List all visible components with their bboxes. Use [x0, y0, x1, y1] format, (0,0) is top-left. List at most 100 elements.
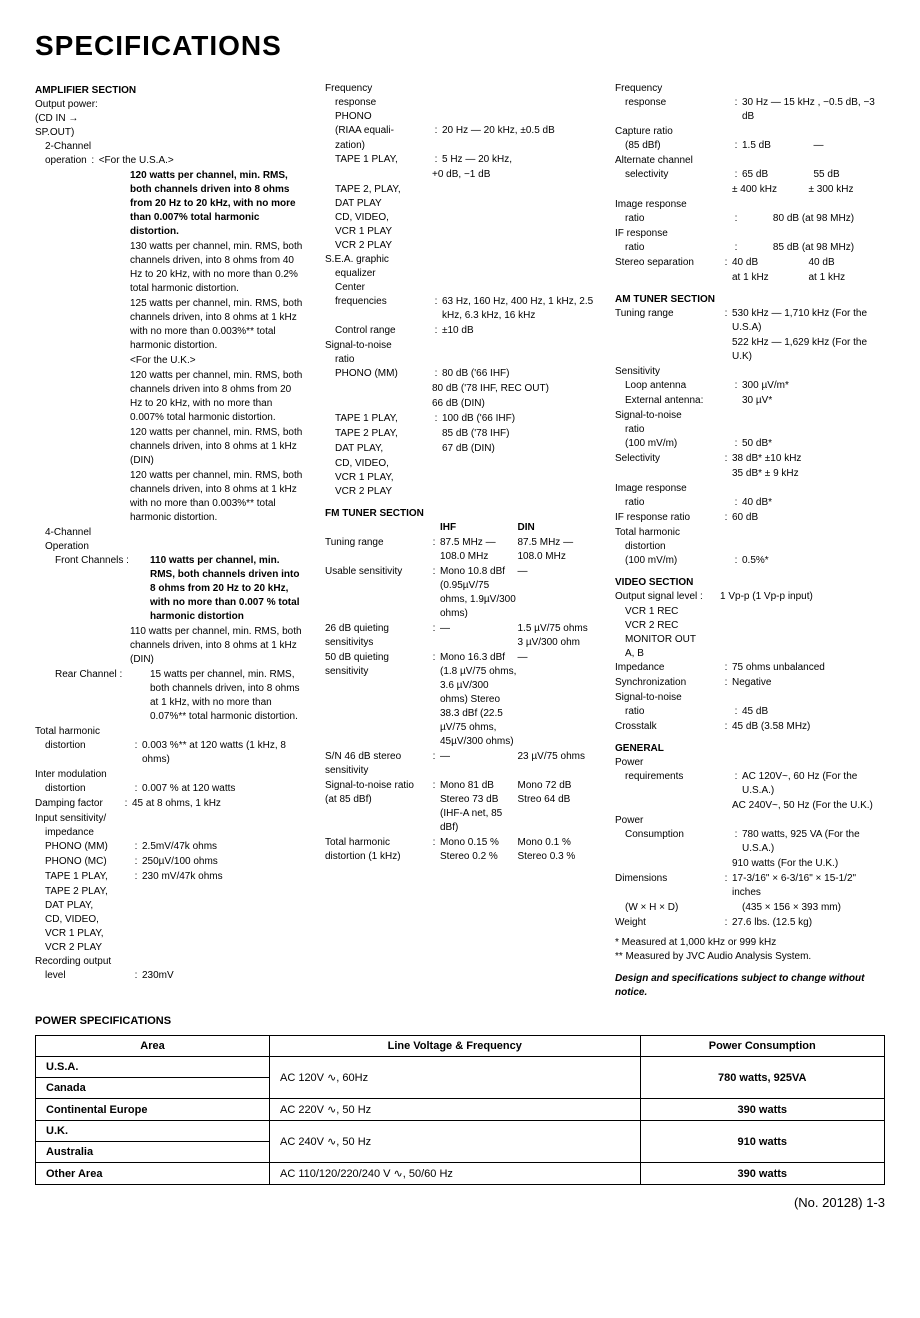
imp-label: Impedance — [615, 661, 720, 675]
sep: : — [730, 168, 742, 182]
sep: : — [730, 96, 742, 124]
sep: : — [120, 797, 132, 811]
t1p-label: TAPE 1 PLAY, — [325, 412, 430, 426]
usable-label: Usable sensitivity — [325, 565, 428, 621]
cell-consumption: 390 watts — [640, 1099, 885, 1121]
sea-label: S.E.A. graphic — [325, 253, 595, 267]
imgam-val: 40 dB* — [742, 496, 885, 510]
cell-consumption: 910 watts — [640, 1121, 885, 1163]
dim-v1: 17-3/16" × 6-3/16" × 15-1/2" inches — [732, 872, 885, 900]
power-label: Power — [615, 756, 885, 770]
imd-val: 0.007 % at 120 watts — [142, 782, 305, 796]
capture2-label: (85 dBf) — [615, 139, 730, 153]
usa-label: <For the U.S.A.> — [99, 154, 305, 168]
table-row: Other Area AC 110/120/220/240 V ∿, 50/60… — [36, 1163, 885, 1185]
th-voltage: Line Voltage & Frequency — [269, 1036, 640, 1057]
thdam-label: Total harmonic — [615, 526, 885, 540]
sep: : — [730, 496, 742, 510]
general-section-head: GENERAL — [615, 742, 885, 756]
power-spec-head: POWER SPECIFICATIONS — [35, 1015, 885, 1027]
sn46-label: S/N 46 dB stereo sensitivity — [325, 750, 428, 778]
cross-val: 45 dB (3.58 MHz) — [732, 720, 885, 734]
vcr1-label: VCR 1 PLAY, — [35, 927, 305, 941]
sep: : — [730, 139, 742, 153]
dim-label: Dimensions — [615, 872, 720, 900]
freq-label: Frequency — [325, 82, 595, 96]
t2play-label: TAPE 2, PLAY, — [325, 183, 595, 197]
snrvid-val: 45 dB — [742, 705, 885, 719]
dat-label: DAT PLAY, — [35, 899, 305, 913]
th-consumption: Power Consumption — [640, 1036, 885, 1057]
t1play-label: TAPE 1 PLAY, — [325, 153, 430, 167]
thdfm-label: Total harmonic distortion (1 kHz) — [325, 836, 428, 864]
ifram-label: IF response ratio — [615, 511, 720, 525]
thdfm-din: Mono 0.1 % Stereo 0.3 % — [518, 836, 596, 864]
imd-label: Inter modulation — [35, 768, 305, 782]
am-tuning-v1: 530 kHz — 1,710 kHz (For the U.S.A) — [732, 307, 885, 335]
phono-mm-val: 2.5mV/47k ohms — [142, 840, 305, 854]
cross-label: Crosstalk — [615, 720, 720, 734]
table-row: Continental Europe AC 220V ∿, 50 Hz 390 … — [36, 1099, 885, 1121]
din-head: DIN — [518, 521, 596, 535]
cdvid-label: CD, VIDEO, — [325, 211, 595, 225]
column-3: Frequency response : 30 Hz — 15 kHz , −0… — [615, 82, 885, 1000]
power-table: Area Line Voltage & Frequency Power Cons… — [35, 1035, 885, 1185]
imgam-label2: ratio — [615, 496, 730, 510]
tape2-label: TAPE 2 PLAY, — [35, 885, 305, 899]
sel-v2: 55 dB — [814, 168, 886, 182]
resp-val: 30 Hz — 15 kHz , −0.5 dB, −3 dB — [742, 96, 885, 124]
am-section-head: AM TUNER SECTION — [615, 293, 885, 307]
q50-ihf: Mono 16.3 dBf (1.8 µV/75 ohms, 3.6 µV/30… — [440, 651, 518, 749]
pcon-v1: 780 watts, 925 VA (For the U.S.A.) — [742, 828, 885, 856]
usa-125: 125 watts per channel, min. RMS, both ch… — [130, 297, 305, 353]
sep: : — [730, 705, 742, 719]
sep: : — [730, 379, 742, 393]
sep: : — [730, 770, 742, 798]
v1p-label: VCR 1 PLAY, — [325, 471, 595, 485]
sel-label: selectivity — [615, 168, 730, 182]
ifr-label2: ratio — [615, 241, 730, 255]
uk-120b: 120 watts per channel, min. RMS, both ch… — [130, 426, 305, 468]
t2p-label: TAPE 2 PLAY, — [325, 427, 430, 441]
snrvid-label2: ratio — [615, 705, 730, 719]
operation-label: operation — [35, 154, 87, 168]
sync-label: Synchronization — [615, 676, 720, 690]
sep: : — [430, 412, 442, 426]
sep: : — [130, 870, 142, 884]
snram-label: Signal-to-noise — [615, 409, 885, 423]
sep: : — [87, 154, 99, 168]
am-tuning-label: Tuning range — [615, 307, 720, 335]
sn46-din: 23 µV/75 ohms — [518, 750, 596, 778]
sep: : — [428, 565, 440, 621]
usable-ihf: Mono 10.8 dBf (0.95µV/75 ohms, 1.9µV/300… — [440, 565, 518, 621]
freqs-label: frequencies — [325, 295, 430, 323]
footnote-2: ** Measured by JVC Audio Analysis System… — [615, 950, 885, 964]
page-title: SPECIFICATIONS — [35, 30, 885, 62]
sep: : — [720, 307, 732, 335]
sep: : — [730, 437, 742, 451]
cell-area: Continental Europe — [36, 1099, 270, 1121]
sep: : — [720, 661, 732, 675]
phonomm-v1: 80 dB ('66 IHF) — [442, 367, 595, 381]
stsep-v1: 40 dB — [732, 256, 809, 270]
t1play-val2: +0 dB, −1 dB — [432, 168, 595, 182]
stsep-v4: at 1 kHz — [809, 271, 886, 285]
ctrl-val: ±10 dB — [442, 324, 595, 338]
ext-label: External antenna: — [615, 394, 730, 408]
damp-val: 45 at 8 ohms, 1 kHz — [132, 797, 305, 811]
stsep-label: Stereo separation — [615, 256, 720, 270]
amp-section-head: AMPLIFIER SECTION — [35, 84, 305, 98]
table-row: U.S.A. AC 120V ∿, 60Hz 780 watts, 925VA — [36, 1057, 885, 1078]
rec-label2: level — [35, 969, 130, 983]
vcr1p-label: VCR 1 PLAY — [325, 225, 595, 239]
snrfm-ihf: Mono 81 dB Stereo 73 dB (IHF-A net, 85 d… — [440, 779, 518, 835]
thdam-label3: (100 mV/m) — [615, 554, 730, 568]
outsig-label: Output signal level : — [615, 590, 720, 604]
sep: : — [130, 782, 142, 796]
tuning-label: Tuning range — [325, 536, 428, 564]
ihf-head: IHF — [440, 521, 518, 535]
sn46-ihf: — — [440, 750, 518, 778]
snrfm-din: Mono 72 dB Streo 64 dB — [518, 779, 596, 835]
sep: : — [720, 916, 732, 930]
datplay-label: DAT PLAY — [325, 197, 595, 211]
